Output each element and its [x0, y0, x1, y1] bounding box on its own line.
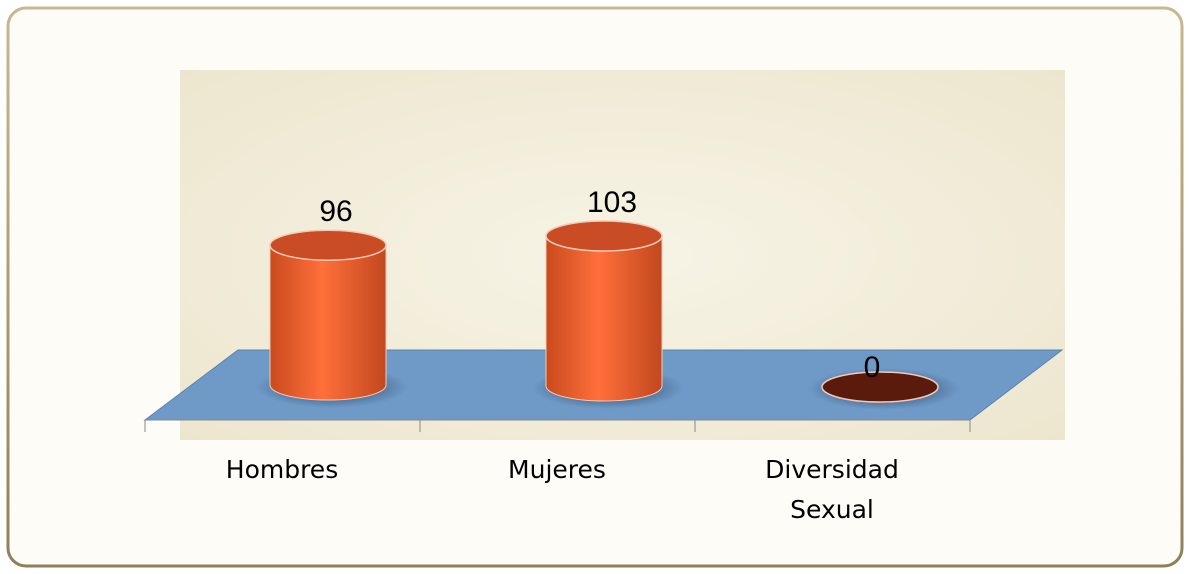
bar [821, 371, 939, 403]
bar-top [545, 220, 663, 252]
value-label: 0 [864, 351, 881, 384]
x-tick-label: Hombres [225, 455, 339, 484]
x-tick-label: Mujeres [508, 455, 606, 484]
value-label: 103 [587, 186, 637, 219]
value-label: 96 [319, 195, 352, 228]
bar [269, 244, 387, 401]
bar [545, 235, 663, 402]
x-tick-label: Diversidad Sexual [765, 455, 899, 524]
bar-top [269, 229, 387, 261]
